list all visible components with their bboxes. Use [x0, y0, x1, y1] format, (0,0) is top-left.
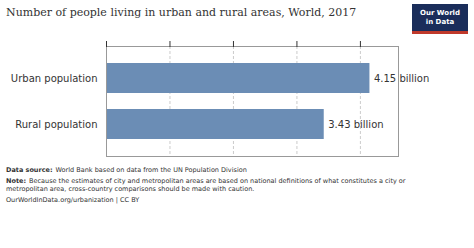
- svg-text:3.43 billion: 3.43 billion: [328, 119, 383, 130]
- html-text:Data source: World Bank based: Data source: World Bank based on data fr…: [6, 166, 247, 174]
- html-text:Our World in Data: Our World in Data: [420, 9, 460, 26]
- html-text:OurWorldInData.org/urbanizatio: OurWorldInData.org/urbanization | CC BY: [6, 195, 140, 204]
- svg-text:4.15 billion: 4.15 billion: [374, 73, 429, 84]
- svg-text:Rural population: Rural population: [15, 119, 97, 130]
- html-text:Note: Because the estimates of: Note: Because the estimates of city and …: [6, 176, 406, 193]
- svg-text:Urban population: Urban population: [11, 73, 98, 84]
- html-text:Number of people living in urb: Number of people living in urban and rur…: [6, 6, 357, 19]
